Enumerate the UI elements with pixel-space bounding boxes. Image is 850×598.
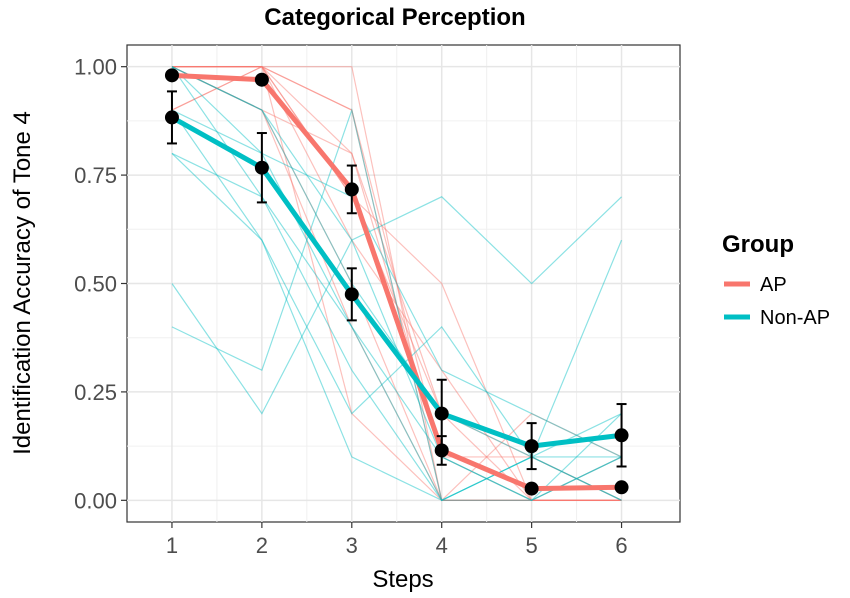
legend-items: AP Non-AP	[724, 274, 830, 329]
x-axis-ticks: 1 2 3 4 5 6	[166, 522, 628, 558]
mean-points	[164, 68, 629, 496]
point-non-ap-4	[434, 406, 449, 421]
y-tick-label: 1.00	[74, 55, 117, 80]
individual-line-non-ap-13	[171, 196, 622, 415]
x-tick-label: 1	[166, 533, 178, 558]
individual-line-ap-1	[171, 66, 622, 501]
point-ap-1	[164, 68, 179, 83]
series-line-ap	[171, 72, 622, 492]
individual-line-ap-2	[171, 66, 622, 501]
individual-line-ap-9	[171, 65, 622, 501]
individual-line-non-ap-14	[171, 152, 622, 501]
series-lines	[170, 72, 622, 492]
x-tick-label: 6	[615, 533, 627, 558]
x-tick-label: 2	[256, 533, 268, 558]
legend-label-ap: AP	[760, 274, 787, 296]
y-tick-label: 0.25	[74, 380, 117, 405]
individual-line-ap-5	[171, 66, 622, 501]
x-tick-label: 3	[346, 533, 358, 558]
y-tick-label: 0.50	[74, 272, 117, 297]
y-tick-label: 0.00	[74, 488, 117, 513]
individual-line-ap-10	[171, 66, 622, 502]
y-tick-label: 0.75	[74, 163, 117, 188]
legend-item-ap: AP	[724, 274, 787, 296]
point-non-ap-5	[524, 439, 539, 454]
grid	[127, 45, 680, 522]
point-ap-3	[344, 182, 359, 197]
individual-line-non-ap-16	[171, 109, 622, 501]
individual-line-non-ap-20	[171, 152, 622, 502]
point-non-ap-1	[164, 110, 179, 125]
individual-line-ap-7	[171, 66, 622, 501]
point-ap-5	[524, 481, 539, 496]
x-tick-label: 5	[526, 533, 538, 558]
y-axis-title: Identification Accuracy of Tone 4	[9, 111, 36, 455]
individual-line-non-ap-19	[171, 66, 622, 458]
point-non-ap-3	[344, 287, 359, 302]
x-axis-title: Steps	[372, 566, 433, 593]
point-non-ap-6	[614, 428, 629, 443]
individual-line-non-ap-15	[171, 66, 623, 502]
chart-title: Categorical Perception	[264, 4, 525, 31]
legend-title: Group	[722, 231, 794, 258]
series-line-non-ap	[170, 115, 622, 449]
individual-line-non-ap-18	[171, 109, 622, 458]
individual-line-non-ap-12	[171, 107, 622, 502]
point-ap-2	[254, 72, 269, 87]
point-ap-6	[614, 480, 629, 495]
legend-label-non-ap: Non-AP	[760, 307, 830, 329]
x-tick-label: 4	[436, 533, 448, 558]
point-ap-4	[434, 443, 449, 458]
individual-line-ap-6	[171, 66, 622, 501]
individual-line-ap-8	[171, 66, 622, 501]
individual-line-ap-3	[171, 66, 622, 501]
legend-item-non-ap: Non-AP	[724, 307, 830, 329]
legend: Group AP Non-AP	[722, 231, 830, 329]
individual-line-ap-11	[171, 66, 622, 501]
point-non-ap-2	[254, 160, 269, 175]
individual-line-ap-4	[171, 66, 622, 501]
individual-line-non-ap-21	[171, 66, 622, 501]
individual-line-non-ap-17	[171, 66, 622, 501]
y-axis-ticks: 0.00 0.25 0.50 0.75 1.00	[74, 55, 127, 513]
individual-lines	[171, 65, 623, 502]
